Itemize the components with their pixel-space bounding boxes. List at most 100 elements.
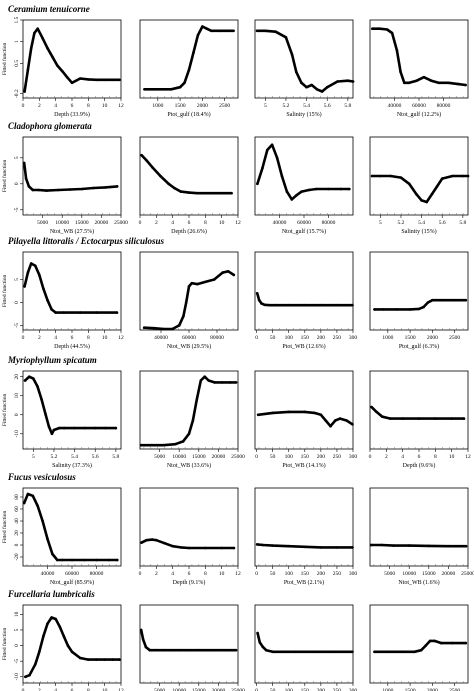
panel: 1000 1500 2000 2500 Ptot_gulf (6.3%) (369, 251, 469, 350)
data-point (28, 673, 31, 677)
data-point (177, 648, 181, 652)
data-point (29, 46, 33, 50)
data-point (425, 200, 429, 204)
data-point (161, 88, 164, 91)
panel: 5 5.2 5.4 5.6 5.8 Salinity (15%) (254, 19, 355, 118)
data-point (287, 410, 291, 414)
x-tick-label: 12 (235, 220, 241, 226)
data-point (381, 415, 384, 419)
data-point (36, 384, 39, 388)
data-point (183, 81, 186, 85)
data-point (154, 648, 157, 652)
x-tick-label: 5.4 (71, 454, 78, 460)
data-point (271, 411, 275, 415)
x-tick-label: 15000 (422, 571, 436, 577)
data-point (335, 546, 339, 549)
series-line (373, 298, 468, 311)
y-tick-label: -0.2 (14, 89, 20, 98)
data-point (70, 650, 74, 654)
x-axis-label: Depth (26.6%) (171, 228, 207, 235)
x-tick-label: 0 (255, 571, 258, 577)
data-point (407, 544, 411, 547)
x-axis-label: Ntot_WB (33.6%) (167, 462, 211, 469)
x-tick-label: 8 (87, 688, 90, 691)
data-point (23, 379, 27, 382)
x-tick-label: 8 (87, 103, 90, 109)
data-point (62, 311, 66, 314)
x-tick-label: 0 (255, 454, 258, 460)
x-tick-label: 0 (255, 335, 258, 341)
series-line (24, 616, 121, 679)
panel-frame (22, 136, 122, 216)
x-tick-label: 50 (270, 335, 276, 341)
panel-frame (22, 487, 122, 567)
data-point (66, 644, 70, 647)
x-tick-label: 2 (38, 688, 41, 691)
x-tick-label: 5 (379, 220, 382, 226)
data-point (139, 443, 143, 447)
data-point (22, 161, 26, 165)
x-tick-label: 100 (285, 454, 294, 460)
x-tick-label: 5.6 (92, 454, 99, 460)
data-point (270, 143, 274, 147)
data-point (407, 81, 411, 85)
data-point (417, 307, 421, 311)
data-point (204, 546, 207, 550)
data-point (380, 543, 384, 547)
y-tick-label: 0 (14, 413, 20, 416)
data-point (221, 381, 224, 384)
y-tick-label: 20 (14, 374, 20, 380)
data-point (462, 417, 466, 420)
data-point (95, 78, 98, 82)
data-point (319, 413, 323, 417)
panel: 0 50 100 150 200 250 300 Ptot_WB (12.6%) (254, 251, 357, 350)
data-point (38, 273, 41, 277)
panel: 40000 60000 80000 Ntot_WB (29.5%) (139, 251, 239, 350)
x-tick-label: 300 (349, 454, 358, 460)
data-point (26, 492, 30, 496)
series-line (256, 143, 351, 201)
x-tick-label: 5000 (154, 454, 165, 460)
x-tick-label: 4 (54, 335, 57, 341)
y-tick-label: 0 (14, 301, 20, 304)
data-point (440, 298, 443, 302)
data-point (271, 544, 275, 547)
data-point (56, 558, 59, 562)
data-point (408, 308, 412, 311)
data-point (430, 192, 434, 196)
y-tick-label: 10 (14, 611, 20, 617)
x-tick-label: 6 (71, 688, 74, 691)
panel-frame (369, 487, 469, 567)
panel: 0 2 4 6 8 10 12 Depth (9.1%) (139, 487, 241, 586)
data-point (435, 185, 439, 188)
x-tick-label: 15000 (192, 688, 206, 691)
data-point (104, 186, 107, 189)
data-point (103, 78, 106, 82)
data-point (22, 501, 26, 505)
data-point (191, 419, 195, 422)
x-tick-label: 2000 (427, 335, 438, 341)
x-tick-label: 0 (22, 335, 25, 341)
data-point (335, 303, 339, 307)
data-point (27, 375, 31, 379)
x-tick-label: 100 (285, 688, 294, 691)
x-tick-label: 0 (369, 454, 372, 460)
data-point (144, 645, 148, 649)
x-tick-label: 8 (204, 220, 207, 226)
data-point (173, 186, 176, 190)
x-tick-label: 80000 (90, 571, 104, 577)
data-point (80, 187, 84, 191)
data-point (336, 80, 339, 83)
data-point (199, 379, 203, 382)
panel-frame (254, 487, 354, 567)
data-point (399, 650, 403, 654)
panel: 1000 1500 2000 2500 Ptot_gulf (18.4%) (139, 19, 239, 118)
species-row: Pilayella littoralis / Ectocarpus silicu… (1, 236, 469, 350)
y-tick-label: -5 (14, 207, 20, 212)
data-point (392, 544, 395, 547)
panel: 0 2 4 6 8 10 12 Depth (9.6%) (369, 370, 471, 469)
data-point (461, 174, 465, 178)
data-point (145, 538, 148, 542)
data-point (210, 29, 213, 33)
data-point (73, 426, 76, 430)
